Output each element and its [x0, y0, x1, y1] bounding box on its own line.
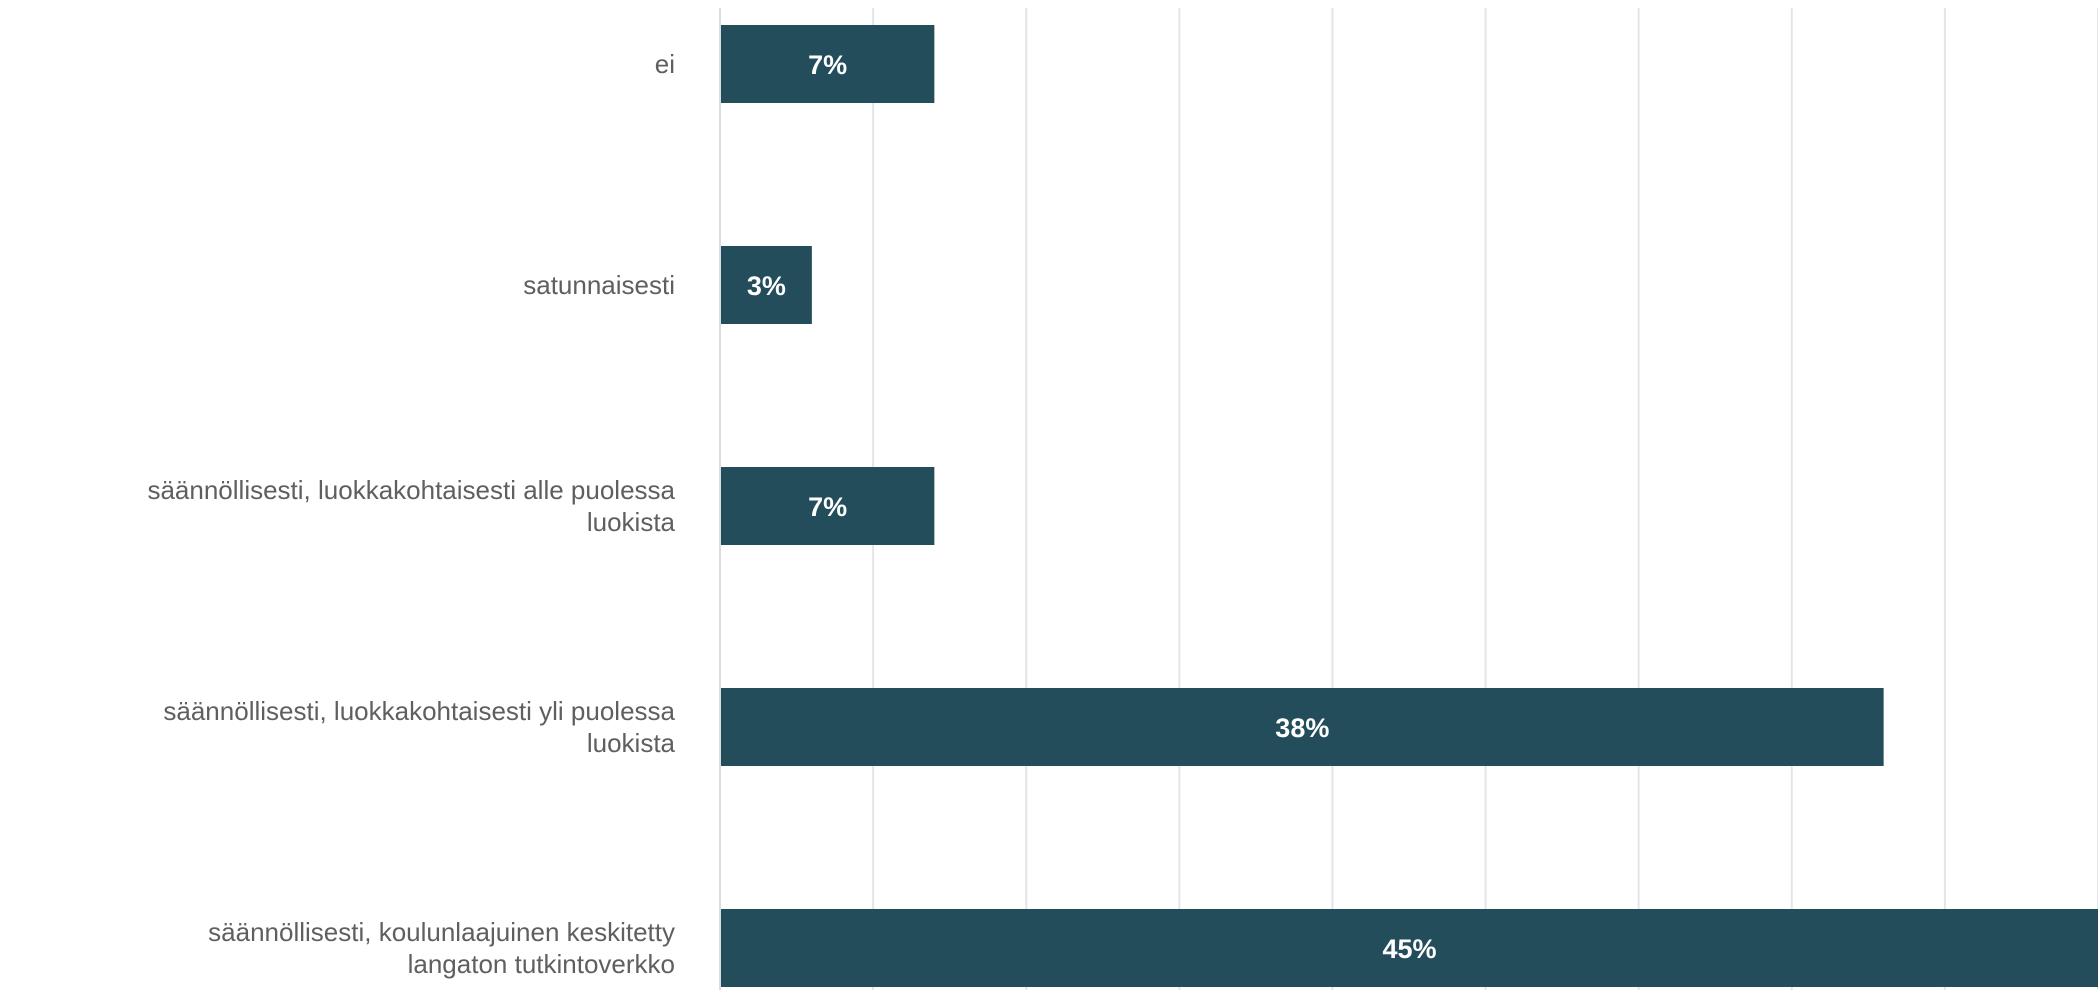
- category-label-line: luokista: [587, 507, 676, 537]
- bars: [721, 25, 2098, 987]
- category-label-2: satunnaisesti: [523, 270, 675, 300]
- category-label-line: säännöllisesti, luokkakohtaisesti alle p…: [147, 475, 675, 505]
- category-label-5: säännöllisesti, koulunlaajuinen keskitet…: [208, 917, 675, 979]
- category-label-line: säännöllisesti, luokkakohtaisesti yli pu…: [163, 696, 675, 726]
- bar-1: [721, 25, 935, 103]
- bar-4: [721, 688, 1884, 766]
- bar-3: [721, 467, 935, 545]
- category-label-line: langaton tutkintoverkko: [408, 949, 675, 979]
- data-label-5: 45%: [1382, 934, 1436, 964]
- gridlines: [872, 8, 2098, 990]
- category-labels: ei satunnaisesti säännöllisesti, luokkakoh…: [147, 49, 675, 979]
- data-label-4: 38%: [1275, 713, 1329, 743]
- category-label-3: säännöllisesti, luokkakohtaisesti alle p…: [147, 475, 675, 537]
- data-label-3: 7%: [808, 492, 847, 522]
- category-label-line: satunnaisesti: [523, 270, 675, 300]
- bar-5: [721, 909, 2098, 987]
- category-label-4: säännöllisesti, luokkakohtaisesti yli pu…: [163, 696, 675, 758]
- category-label-line: säännöllisesti, koulunlaajuinen keskitet…: [208, 917, 675, 947]
- data-label-1: 7%: [808, 50, 847, 80]
- data-label-2: 3%: [747, 271, 786, 301]
- category-label-line: luokista: [587, 728, 676, 758]
- category-label-line: ei: [655, 49, 675, 79]
- category-label-1: ei: [655, 49, 675, 79]
- value-labels: 7% 3% 7% 38% 45%: [747, 50, 1437, 964]
- bar-2: [721, 246, 812, 324]
